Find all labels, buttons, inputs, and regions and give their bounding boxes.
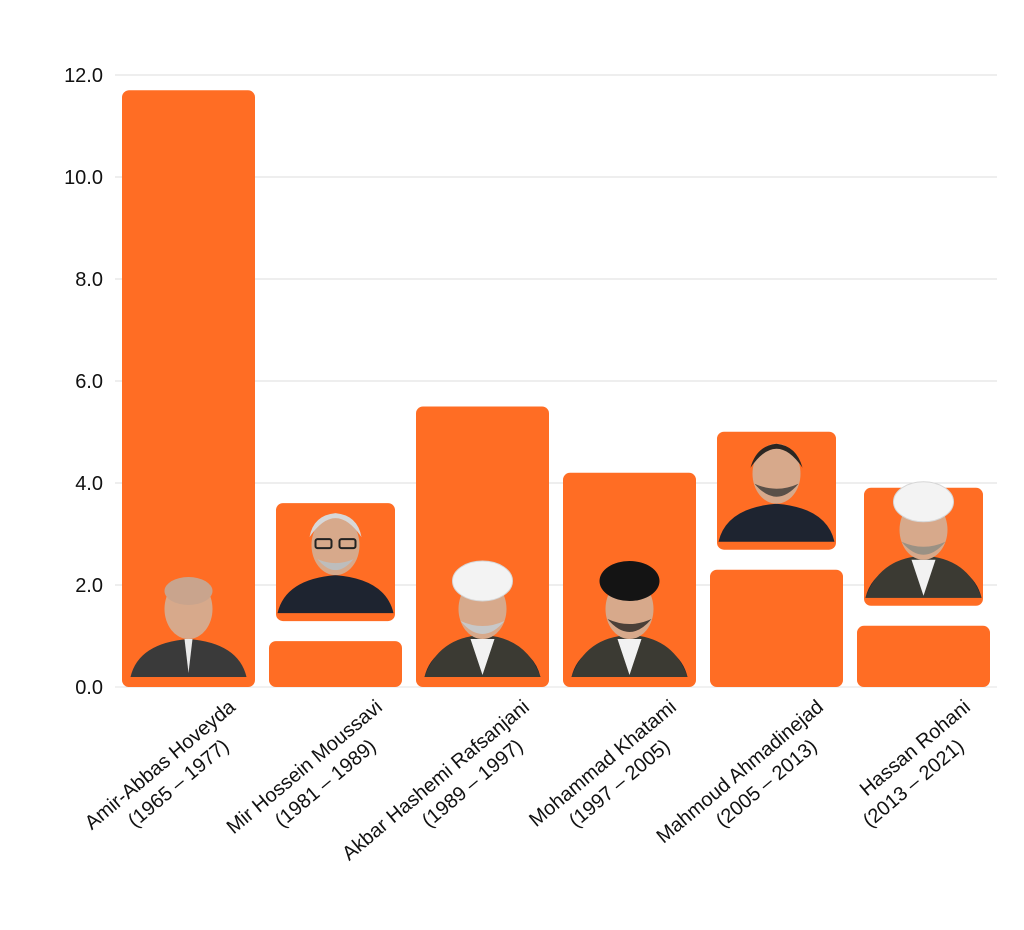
portraits [128,431,983,679]
portrait-icon [864,481,983,606]
grid-lines [115,74,997,688]
bar [857,625,990,687]
y-tick-label: 6.0 [75,371,103,393]
portrait-turban [452,560,513,602]
x-axis-labels: Amir-Abbas Hoveyda(1965 – 1977)Mir Hosse… [81,695,991,868]
portrait-hair [309,513,362,538]
portrait-scalp [164,577,213,605]
x-tick-name: Mahmoud Ahmadinejad [653,696,828,848]
portrait-collar [911,559,936,596]
portrait-face [311,515,360,576]
y-tick-label: 0.0 [75,677,103,699]
portrait-collar [470,639,495,675]
y-tick-label: 2.0 [75,575,103,597]
y-tick-label: 4.0 [75,473,103,495]
y-tick-label: 10.0 [64,167,103,189]
portrait-shirt [184,639,193,673]
portrait-beard [901,541,946,555]
bars [122,90,990,688]
portrait-beard [607,619,652,632]
portrait-suit [277,575,394,614]
portrait-beard [317,559,354,571]
y-tick-label: 12.0 [64,65,103,87]
y-tick-label: 8.0 [75,269,103,291]
bar [269,641,402,687]
portrait-collar [617,639,642,675]
portrait-icon [276,503,395,622]
portrait-hair [750,443,803,468]
portrait-beard [460,621,505,634]
portrait-glasses [338,538,357,550]
x-tick-label: Hassan Rohani(2013 – 2021) [842,696,991,832]
x-tick-label: Mahmoud Ahmadinejad(2005 – 2013) [653,696,845,868]
portrait-icon [717,431,836,550]
portrait-icon [128,567,249,679]
y-axis-ticks: 0.0 2.0 4.0 6.0 8.0 10.0 12.0 [64,65,103,699]
portrait-turban [893,481,954,523]
bar [122,90,255,688]
portrait-icon [422,560,543,679]
portrait-suit [718,503,835,542]
portrait-beard [754,483,799,497]
portrait-glasses [314,538,333,550]
portrait-icon [569,561,690,679]
portrait-turban [599,561,660,601]
bar [710,569,843,687]
